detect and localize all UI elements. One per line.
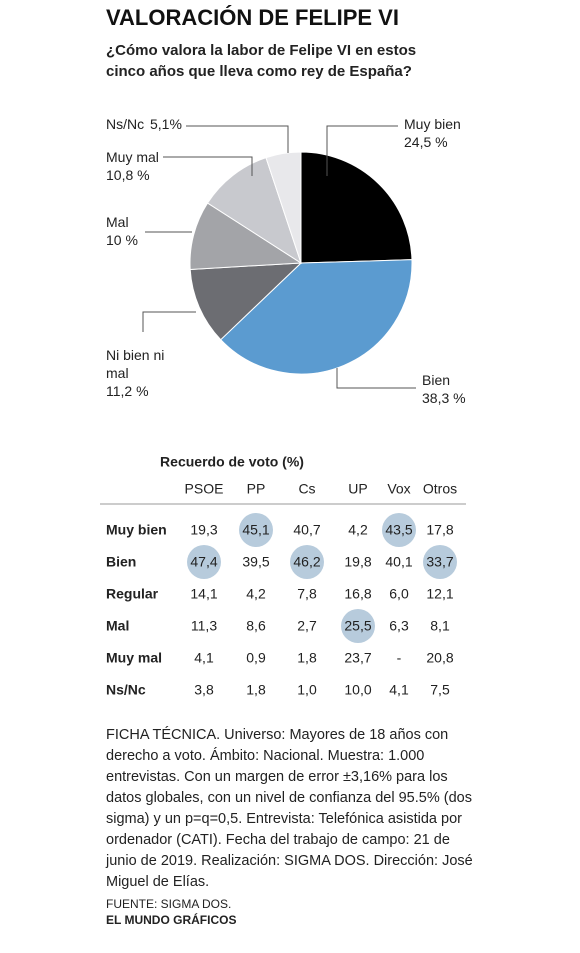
- cell: 2,7: [297, 618, 317, 634]
- cell: 1,0: [297, 682, 317, 698]
- cell: 8,1: [430, 618, 450, 634]
- source: FUENTE: SIGMA DOS.: [106, 897, 231, 911]
- value-label: 11,2 %: [106, 383, 149, 399]
- cell: 17,8: [426, 522, 453, 538]
- slice-label: Ns/Nc: [106, 116, 145, 132]
- cell: 46,2: [293, 554, 320, 570]
- cell: 23,7: [344, 650, 371, 666]
- column-header: UP: [348, 481, 367, 497]
- cell: 19,8: [344, 554, 371, 570]
- note: FICHA TÉCNICA. Universo: Mayores de 18 a…: [106, 727, 473, 890]
- value-label: 5,1%: [150, 116, 182, 132]
- leader-line: [142, 311, 196, 332]
- leader-line: [186, 125, 289, 153]
- cell: 43,5: [385, 522, 412, 538]
- cell: 45,1: [242, 522, 269, 538]
- pie-slice: [265, 151, 302, 264]
- row-header: Ns/Nc: [106, 682, 146, 698]
- cell: 4,2: [348, 522, 368, 538]
- cell: 4,1: [389, 682, 409, 698]
- row-header: Muy bien: [106, 522, 167, 538]
- cell: 39,5: [242, 554, 269, 570]
- cell: 4,2: [246, 586, 266, 602]
- cell: 12,1: [426, 586, 453, 602]
- cell: 7,8: [297, 586, 317, 602]
- cell: 4,1: [194, 650, 214, 666]
- leader-line: [163, 156, 253, 176]
- highlight: [382, 513, 416, 547]
- row-header: Regular: [106, 586, 159, 602]
- cell: 47,4: [190, 554, 217, 570]
- cell: 20,8: [426, 650, 453, 666]
- slice-label: Ni bien ni mal: [106, 347, 165, 381]
- cell: 25,5: [344, 618, 371, 634]
- slice-label: Muy mal: [106, 149, 159, 165]
- cell: 11,3: [191, 618, 217, 634]
- cell: 19,3: [190, 522, 217, 538]
- highlight: [423, 545, 457, 579]
- slice-label: Mal: [106, 214, 129, 230]
- value-label: 24,5 %: [404, 134, 448, 150]
- cell: -: [397, 650, 402, 666]
- row-header: Mal: [106, 618, 129, 634]
- cell: 0,9: [246, 650, 266, 666]
- column-header: Otros: [423, 481, 457, 497]
- pie-slice: [189, 262, 303, 341]
- highlight: [187, 545, 221, 579]
- column-header: PP: [247, 481, 266, 497]
- value-label: 10 %: [106, 232, 138, 248]
- row-header: Bien: [106, 554, 136, 570]
- chart-title: VALORACIÓN DE FELIPE VI: [106, 5, 399, 30]
- cell: 6,3: [389, 618, 409, 634]
- pie-slice: [220, 259, 413, 375]
- cell: 14,1: [190, 586, 217, 602]
- pie-slice: [300, 151, 413, 264]
- cell: 3,8: [194, 682, 214, 698]
- cell: 1,8: [246, 682, 266, 698]
- value-label: 10,8 %: [106, 167, 150, 183]
- column-header: PSOE: [185, 481, 224, 497]
- slice-label: Muy bien: [404, 116, 461, 132]
- cell: 7,5: [430, 682, 450, 698]
- value-label: 38,3 %: [422, 390, 466, 406]
- pie-slice: [206, 157, 302, 265]
- source: EL MUNDO GRÁFICOS: [106, 912, 236, 927]
- column-header: Vox: [387, 481, 410, 497]
- table-title: Recuerdo de voto (%): [160, 454, 304, 470]
- chart-subtitle: ¿Cómo valora la labor de Felipe VI en es…: [106, 42, 417, 80]
- slice-label: Bien: [422, 372, 451, 388]
- cell: 8,6: [246, 618, 266, 634]
- highlight: [239, 513, 273, 547]
- cell: 6,0: [389, 586, 409, 602]
- row-header: Muy mal: [106, 650, 162, 666]
- leader-line: [336, 368, 416, 389]
- cell: 40,1: [385, 554, 412, 570]
- highlight: [341, 609, 375, 643]
- column-header: Cs: [298, 481, 315, 497]
- cell: 1,8: [297, 650, 317, 666]
- cell: 40,7: [293, 522, 320, 538]
- cell: 16,8: [344, 586, 371, 602]
- leader-line: [326, 125, 398, 176]
- cell: 33,7: [426, 554, 453, 570]
- cell: 10,0: [344, 682, 371, 698]
- highlight: [290, 545, 324, 579]
